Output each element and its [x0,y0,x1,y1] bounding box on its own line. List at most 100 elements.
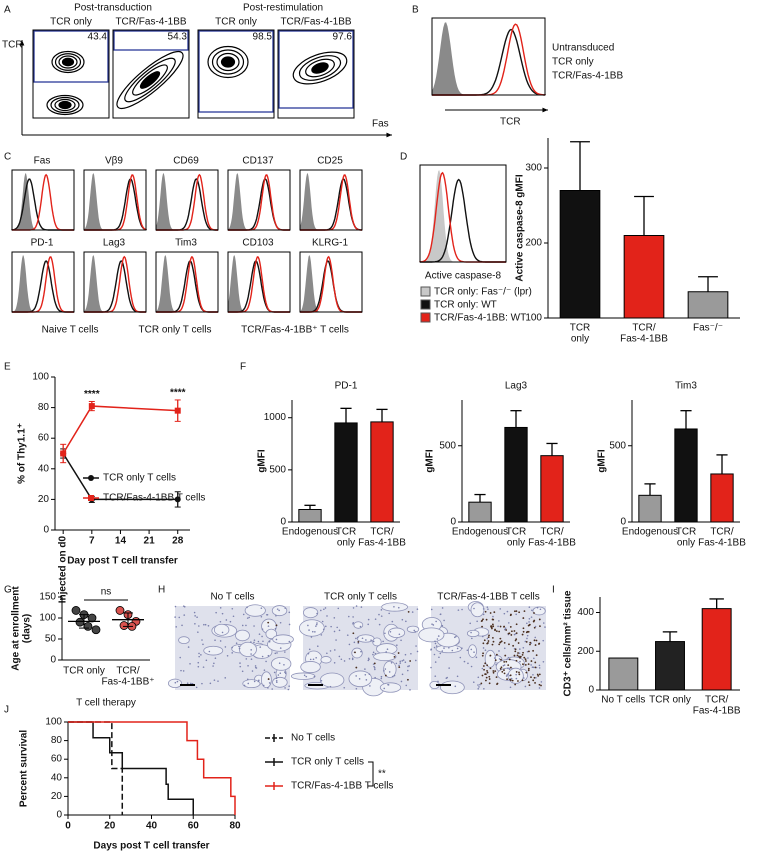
cd3-stain [492,640,495,643]
gland [213,623,230,636]
survival-curve [68,721,236,815]
nucleus [481,635,484,638]
nucleus [197,631,199,633]
nucleus [399,662,402,664]
nucleus [456,675,459,678]
cd3-stain [486,671,489,674]
nucleus [408,665,411,667]
cd3-stain [487,642,489,644]
y-tick-label: 300 [525,163,542,174]
axis-label: TCR [2,40,23,51]
plot-frame [299,169,363,231]
cd3-stain [492,670,495,672]
arrow-head [386,132,392,138]
cd3-stain [509,678,512,681]
nucleus [504,627,507,629]
cd3-stain [485,679,487,682]
x-tick-label: TCR/ [710,527,734,538]
histogram [12,255,74,312]
nucleus [360,606,363,608]
nucleus [502,664,505,667]
nucleus [326,615,328,617]
x-tick-label: Fas-4-1BB [693,706,741,717]
bar [468,501,492,523]
y-tick-label: 200 [525,238,542,249]
plot-frame [83,251,147,313]
nucleus [283,663,285,666]
nucleus [355,675,357,677]
nucleus [441,624,444,627]
nucleus [539,608,542,611]
image-title: TCR/Fas-4-1BB T cells [437,592,539,603]
nucleus [542,661,545,663]
gland [242,679,261,689]
plot-frame [155,251,219,313]
cd3-stain [525,640,528,643]
nucleus [380,675,383,678]
nucleus [542,639,545,642]
nucleus [253,639,256,641]
y-axis-label: (days) [22,614,33,643]
cd3-stain [509,674,512,677]
cd3-stain [495,630,498,633]
chart-title: PD-1 [335,381,358,392]
gland [244,604,266,617]
cd3-stain [522,651,524,654]
gland [178,636,190,645]
x-axis-label: Day post T cell transfer [67,556,178,567]
bar [370,421,394,523]
cd3-stain [514,648,517,651]
nucleus [370,639,372,641]
y-tick-label: 500 [439,440,456,451]
nucleus [307,624,309,627]
nucleus [219,607,222,609]
nucleus [406,669,409,672]
cd3-stain [482,618,484,621]
x-tick-label: Endogenous [622,527,678,538]
nucleus [497,625,499,628]
nucleus [356,636,359,639]
cd3-stain [534,644,537,646]
nucleus [329,685,332,688]
nucleus [540,681,543,683]
nucleus [360,650,362,653]
cd3-stain [532,620,535,623]
cd3-stain [501,670,504,673]
cd3-stain [532,679,535,682]
nucleus [404,653,407,656]
nucleus [200,654,202,656]
gland [319,672,345,688]
cd3-stain [485,676,488,679]
cd3-stain [528,650,530,653]
contour [220,56,236,68]
cd3-stain [524,658,527,661]
nucleus [372,651,375,654]
nucleus [416,650,419,653]
nucleus [476,620,478,623]
cd3-stain [482,665,485,667]
nucleus [250,653,252,655]
nucleus [333,617,336,619]
panel-label: H [158,585,165,596]
nucleus [225,619,228,621]
y-tick-label: 0 [56,810,62,821]
bracket [368,761,374,787]
survival-curve [68,721,124,815]
cd3-stain [481,674,484,677]
plot-frame [11,251,75,313]
cd3-stain [509,626,512,628]
nucleus [475,656,478,659]
nucleus [508,668,511,670]
nucleus [313,675,316,678]
gate [113,30,189,51]
plot-frame [431,17,546,96]
plot-frame [83,169,147,231]
nucleus [503,612,506,615]
plot-frame [419,164,507,263]
nucleus [493,657,496,659]
nucleus [324,625,327,628]
nucleus [276,652,278,654]
y-tick-label: 200 [577,646,594,657]
panel-label: A [4,5,11,16]
